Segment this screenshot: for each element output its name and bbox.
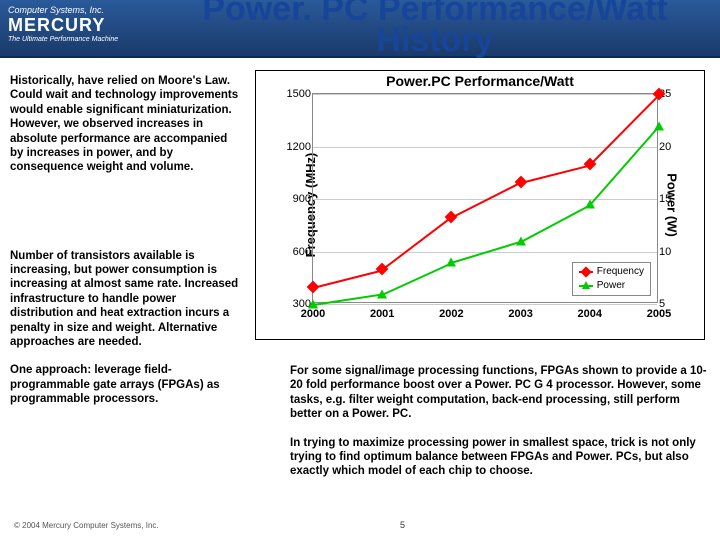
y2-tick-label: 20 [659, 141, 681, 153]
paragraph-2: Number of transistors available is incre… [10, 249, 240, 350]
paragraph-r2: In trying to maximize processing power i… [290, 436, 708, 479]
gridline [313, 94, 657, 95]
page-number: 5 [400, 520, 405, 530]
slide-title: Power. PC Performance/Watt History [165, 0, 705, 57]
legend: Frequency Power [572, 262, 651, 296]
chart-title: Power.PC Performance/Watt [256, 73, 704, 89]
triangle-marker-icon [516, 237, 526, 246]
x-tick-label: 2003 [508, 308, 532, 320]
paragraph-3: One approach: leverage field-programmabl… [10, 363, 240, 406]
logo-main: MERCURY [8, 16, 118, 36]
y2-tick-label: 15 [659, 193, 681, 205]
paragraph-1: Historically, have relied on Moore's Law… [10, 74, 240, 175]
series-line [382, 217, 452, 271]
logo-tagline: The Ultimate Performance Machine [8, 36, 118, 44]
y2-axis-label: Power (W) [665, 173, 680, 237]
triangle-marker-icon [585, 200, 595, 209]
triangle-marker-icon [377, 289, 387, 298]
left-column: Historically, have relied on Moore's Law… [10, 74, 240, 420]
series-line [520, 164, 590, 183]
triangle-marker-icon [654, 121, 664, 130]
x-tick-label: 2000 [301, 308, 325, 320]
legend-label-1: Frequency [597, 265, 644, 279]
series-line [382, 262, 452, 295]
logo: Computer Systems, Inc. MERCURY The Ultim… [8, 6, 118, 43]
y1-tick-label: 600 [277, 246, 311, 258]
x-tick-label: 2004 [578, 308, 602, 320]
header-bar: Computer Systems, Inc. MERCURY The Ultim… [0, 0, 720, 58]
series-line [520, 204, 590, 243]
series-line [313, 269, 383, 288]
x-tick-label: 2001 [370, 308, 394, 320]
y1-tick-label: 1500 [277, 88, 311, 100]
y1-tick-label: 1200 [277, 141, 311, 153]
gridline [313, 304, 657, 305]
y2-tick-label: 10 [659, 246, 681, 258]
plot-area: Frequency Power 300600900120015005101520… [312, 93, 658, 303]
footer-copyright: © 2004 Mercury Computer Systems, Inc. [14, 521, 159, 530]
series-line [589, 126, 660, 206]
paragraph-r1: For some signal/image processing functio… [290, 364, 708, 422]
legend-label-2: Power [597, 279, 625, 293]
triangle-marker-icon [308, 300, 318, 309]
series-line [589, 94, 660, 165]
x-tick-label: 2002 [439, 308, 463, 320]
y1-tick-label: 900 [277, 193, 311, 205]
triangle-marker-icon [446, 258, 456, 267]
legend-item-power: Power [579, 279, 644, 293]
chart: Power.PC Performance/Watt Frequency (MHz… [255, 70, 705, 340]
right-column: For some signal/image processing functio… [290, 364, 708, 493]
series-line [451, 182, 521, 219]
series-line [451, 241, 521, 264]
diamond-marker-icon [307, 280, 320, 293]
x-tick-label: 2005 [647, 308, 671, 320]
legend-item-frequency: Frequency [579, 265, 644, 279]
